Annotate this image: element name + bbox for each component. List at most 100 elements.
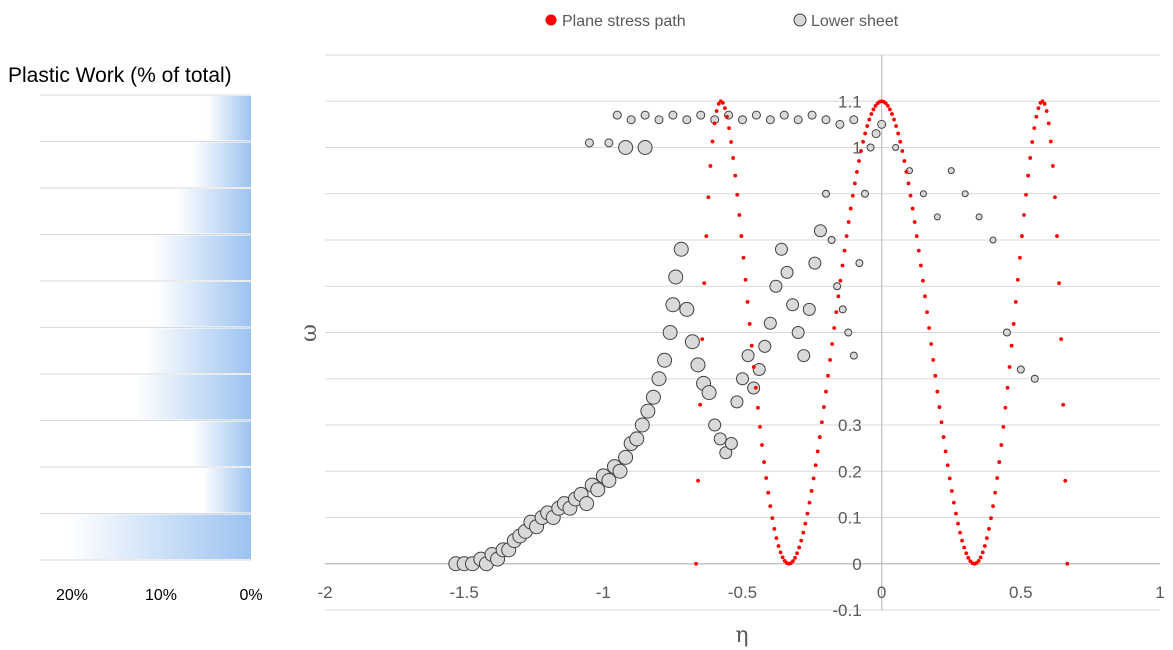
plane-stress-point bbox=[935, 389, 940, 394]
plane-stress-point bbox=[758, 424, 762, 429]
lower-sheet-point bbox=[604, 138, 614, 148]
plane-stress-point bbox=[1005, 385, 1010, 390]
lower-sheet-point bbox=[738, 115, 747, 125]
lower-sheet-point bbox=[751, 110, 761, 120]
plane-stress-point bbox=[1057, 281, 1061, 286]
plane-stress-point bbox=[803, 521, 808, 526]
bar-tick-label: 0% bbox=[239, 587, 262, 604]
plane-stress-point bbox=[956, 521, 960, 526]
plane-stress-point bbox=[770, 516, 775, 521]
lower-sheet-point bbox=[849, 351, 858, 360]
lower-sheet-point bbox=[769, 279, 783, 293]
lower-sheet-point bbox=[752, 363, 766, 376]
lower-sheet-point bbox=[780, 265, 794, 279]
plane-stress-point bbox=[764, 476, 769, 480]
plane-stress-point bbox=[828, 358, 832, 362]
plane-stress-point bbox=[941, 435, 946, 439]
plane-stress-point bbox=[708, 164, 713, 168]
x-tick-label: 0 bbox=[877, 583, 886, 602]
lower-sheet-point bbox=[736, 372, 749, 386]
plane-stress-point bbox=[991, 504, 995, 509]
plane-stress-point bbox=[896, 131, 901, 136]
plane-stress-point bbox=[982, 544, 987, 548]
plane-stress-point bbox=[1022, 213, 1026, 217]
lower-sheet-point bbox=[807, 110, 817, 120]
bar bbox=[207, 96, 251, 141]
bar bbox=[176, 189, 251, 234]
plane-stress-point bbox=[900, 149, 905, 153]
lower-sheet-point bbox=[1030, 374, 1039, 383]
lower-sheet-point bbox=[808, 256, 822, 270]
lower-sheet-point bbox=[779, 110, 789, 120]
plane-stress-point bbox=[819, 420, 824, 425]
x-tick-label: 0.5 bbox=[1009, 583, 1033, 602]
plane-stress-point bbox=[885, 103, 890, 108]
plane-stress-point bbox=[809, 489, 814, 493]
plane-stress-point bbox=[962, 545, 967, 550]
x-tick-label: -1.5 bbox=[450, 583, 479, 602]
plane-stress-point bbox=[840, 263, 845, 268]
legend-marker-lower-sheet bbox=[793, 13, 807, 27]
plane-stress-point bbox=[1007, 365, 1012, 369]
lower-sheet-point bbox=[665, 297, 681, 313]
plane-stress-point bbox=[822, 405, 826, 409]
plane-stress-point bbox=[745, 299, 750, 304]
lower-sheet-point bbox=[877, 119, 887, 129]
plane-stress-point bbox=[993, 490, 998, 495]
plane-stress-point bbox=[1040, 99, 1045, 104]
plane-stress-point bbox=[725, 114, 729, 119]
plane-stress-point bbox=[791, 559, 795, 564]
plane-stress-point bbox=[918, 263, 923, 268]
plane-stress-point bbox=[867, 117, 872, 122]
plane-stress-point bbox=[951, 500, 956, 505]
lower-sheet-point bbox=[730, 395, 744, 409]
plane-stress-point bbox=[1026, 173, 1031, 178]
plane-stress-point bbox=[902, 159, 907, 163]
plane-stress-point bbox=[836, 294, 841, 299]
plane-stress-point bbox=[923, 294, 927, 299]
lower-sheet-point bbox=[1002, 328, 1011, 337]
lower-sheet-point bbox=[791, 326, 805, 339]
plane-stress-point bbox=[700, 337, 705, 342]
plane-stress-point bbox=[826, 373, 830, 378]
plane-stress-point bbox=[1044, 109, 1049, 113]
plane-stress-point bbox=[760, 443, 764, 447]
plane-stress-point bbox=[776, 544, 781, 548]
plane-stress-point bbox=[751, 365, 756, 369]
lower-sheet-point bbox=[919, 190, 927, 198]
bar-chart-x-ticks: 20% 10% 0% bbox=[56, 587, 263, 604]
bar bbox=[152, 235, 251, 280]
plane-stress-point bbox=[912, 220, 917, 224]
plane-stress-point bbox=[716, 101, 721, 106]
x-tick-label: -0.5 bbox=[728, 583, 757, 602]
lower-sheet-point bbox=[892, 144, 900, 151]
plane-stress-point bbox=[1034, 114, 1039, 119]
lower-sheet-point bbox=[866, 143, 875, 152]
plane-stress-point bbox=[772, 526, 777, 531]
lower-sheet-point bbox=[708, 418, 722, 432]
eta-omega-scatter-chart: Plane stress path Lower sheet -0.1 0 0.1 0.… bbox=[297, 13, 1165, 648]
bar bbox=[157, 282, 251, 327]
lower-sheet-point bbox=[640, 403, 656, 419]
lower-sheet-point bbox=[612, 463, 628, 479]
plane-stress-point bbox=[720, 100, 725, 105]
lower-sheet-point bbox=[673, 241, 689, 257]
plane-stress-point bbox=[945, 463, 950, 468]
y-tick-label: 1 bbox=[852, 139, 861, 158]
lower-sheet-point bbox=[640, 110, 650, 120]
plane-stress-point bbox=[722, 106, 727, 111]
plane-stress-point bbox=[838, 278, 843, 283]
bar bbox=[202, 468, 251, 513]
plane-stress-point bbox=[871, 107, 876, 112]
plane-stress-point bbox=[929, 342, 934, 346]
plane-stress-point bbox=[801, 530, 806, 535]
lower-sheet-point bbox=[634, 417, 650, 433]
plane-stress-point bbox=[1003, 405, 1008, 410]
x-tick-label: -1 bbox=[596, 583, 611, 602]
plane-stress-point bbox=[898, 139, 903, 144]
plane-stress-point bbox=[943, 449, 948, 454]
scatter-x-ticks: -2 -1.5 -1 -0.5 0 0.5 1 bbox=[317, 583, 1164, 602]
lower-sheet-point bbox=[696, 110, 706, 120]
plane-stress-point bbox=[1024, 192, 1028, 197]
